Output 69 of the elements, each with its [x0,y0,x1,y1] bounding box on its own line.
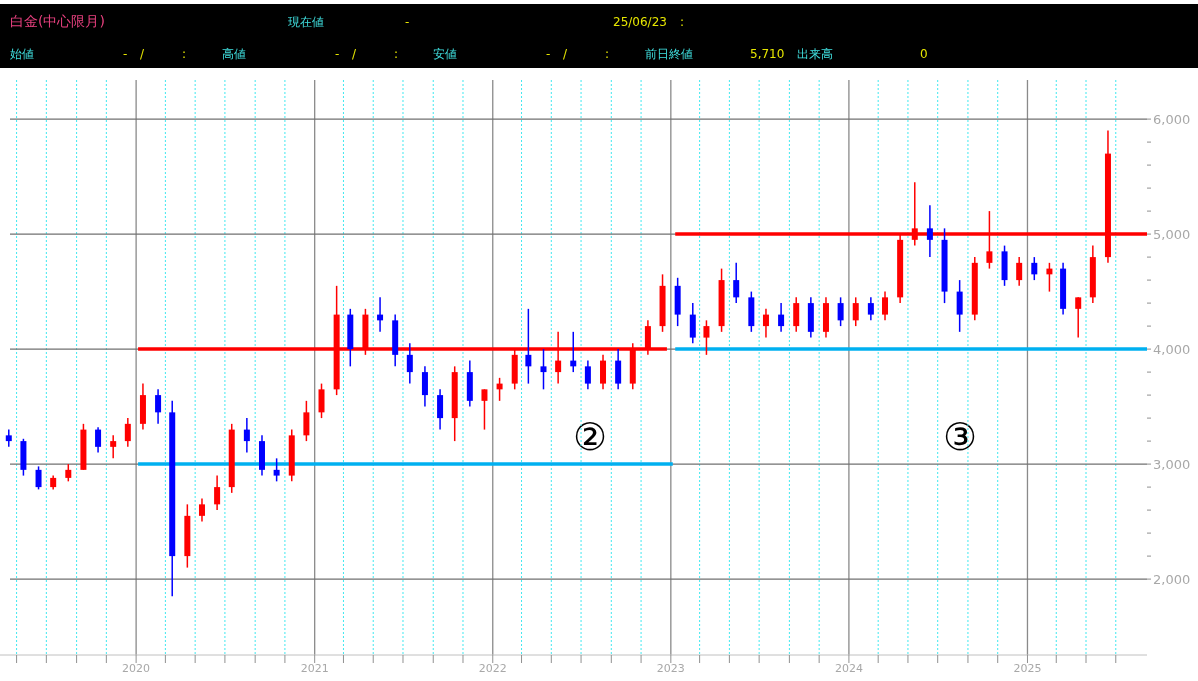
y-tick-label: 3,000 [1153,456,1191,472]
text: 始値 [10,47,34,61]
y-tick-label: 2,000 [1153,571,1191,587]
candlestick [214,474,221,511]
text: : [182,47,187,61]
candlestick [124,417,131,448]
candlestick [882,290,889,322]
candlestick [733,262,740,304]
candlestick [421,365,428,408]
candlestick [1016,256,1023,287]
candlestick [318,382,325,419]
text: 高値 [222,47,246,61]
candlestick [837,296,844,327]
candlestick [406,342,413,385]
candlestick [1031,256,1038,281]
candlestick [689,302,696,345]
text: : [394,47,399,61]
candlestick [481,388,488,431]
x-tick-label: 2021 [300,662,329,675]
text: : [680,15,685,29]
candlestick [778,302,785,333]
candlestick [762,308,769,339]
text: / [140,47,145,61]
text: 0 [920,47,928,61]
x-tick-label: 2025 [1013,662,1042,675]
text: / [352,47,357,61]
candlestick [1075,296,1082,339]
candlestick [956,279,963,333]
candlestick [600,354,607,391]
candlestick [243,417,250,454]
y-tick-label: 4,000 [1153,341,1191,357]
annotation: ② [572,415,608,459]
candlestick [525,308,532,385]
x-tick-label: 2024 [834,662,863,675]
candlestick [95,426,102,454]
annotation: ③ [942,415,978,459]
candlestick [437,388,444,431]
text: : [605,47,610,61]
candlestick [35,465,42,491]
candlestick [110,434,117,460]
text: - [546,47,551,61]
x-tick-label: 2020 [122,662,151,675]
candlestick [540,348,547,391]
candlestick [926,204,933,258]
y-tick-label: 6,000 [1153,111,1191,127]
candlestick [867,296,874,322]
candlestick [852,296,859,327]
text: 現在値 [288,15,324,29]
candlestick [584,359,591,391]
x-tick-label: 2023 [656,662,685,675]
text: - [405,15,410,29]
candlestick [703,319,710,356]
candlestick [793,296,800,333]
candlestick [155,388,162,425]
chart-title: 白金(中心限月) [10,13,105,29]
y-tick-label: 5,000 [1153,226,1191,242]
text: 25/06/23 [613,15,667,29]
candlestick [303,400,310,442]
x-tick-label: 2022 [478,662,507,675]
text: 前日終値 [645,47,693,61]
text: - [335,47,340,61]
text: - [123,47,128,61]
candlestick [198,497,205,523]
candlestick [273,457,280,483]
text: 安値 [433,47,457,61]
text: 5,710 [750,47,785,61]
candlestick [615,348,622,391]
text: / [563,47,568,61]
text: 出来高 [797,47,833,61]
